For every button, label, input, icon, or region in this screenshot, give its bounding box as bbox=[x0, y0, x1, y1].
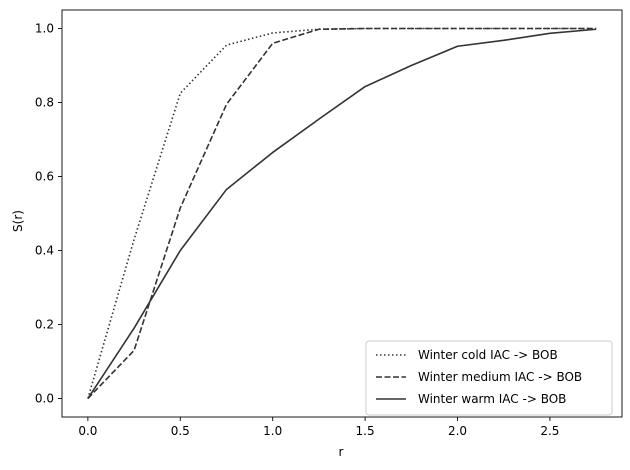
y-tick-label: 0.2 bbox=[35, 318, 54, 332]
x-axis-label: r bbox=[339, 445, 344, 459]
legend: Winter cold IAC -> BOB Winter medium IAC … bbox=[365, 340, 613, 416]
series-line-dashed bbox=[87, 27, 597, 400]
y-tick-label: 0.0 bbox=[35, 392, 54, 406]
y-tick-label: 0.8 bbox=[35, 96, 54, 110]
y-tick-label: 0.4 bbox=[35, 244, 54, 258]
x-tick-label: 2.0 bbox=[448, 424, 467, 438]
plot-area bbox=[61, 9, 623, 418]
x-tick-label: 2.5 bbox=[540, 424, 559, 438]
x-tick-label: 0.0 bbox=[78, 424, 97, 438]
x-tick-label: 1.5 bbox=[356, 424, 375, 438]
legend-label: Winter medium IAC -> BOB bbox=[418, 370, 582, 384]
legend-label: Winter cold IAC -> BOB bbox=[418, 348, 558, 362]
plot-frame bbox=[61, 9, 623, 418]
y-axis-label: S(r) bbox=[11, 210, 25, 232]
x-tick-label: 0.5 bbox=[171, 424, 190, 438]
x-axis: 0.0 0.5 1.0 1.5 2.0 2.5 bbox=[78, 417, 559, 438]
series-lines bbox=[87, 27, 597, 400]
series-line-solid bbox=[87, 28, 597, 399]
legend-box bbox=[365, 340, 613, 416]
x-tick-label: 1.0 bbox=[263, 424, 282, 438]
legend-label: Winter warm IAC -> BOB bbox=[418, 392, 566, 406]
y-tick-label: 1.0 bbox=[35, 22, 54, 36]
y-tick-label: 0.6 bbox=[35, 170, 54, 184]
y-axis: 0.0 0.2 0.4 0.6 0.8 1.0 bbox=[35, 22, 62, 406]
